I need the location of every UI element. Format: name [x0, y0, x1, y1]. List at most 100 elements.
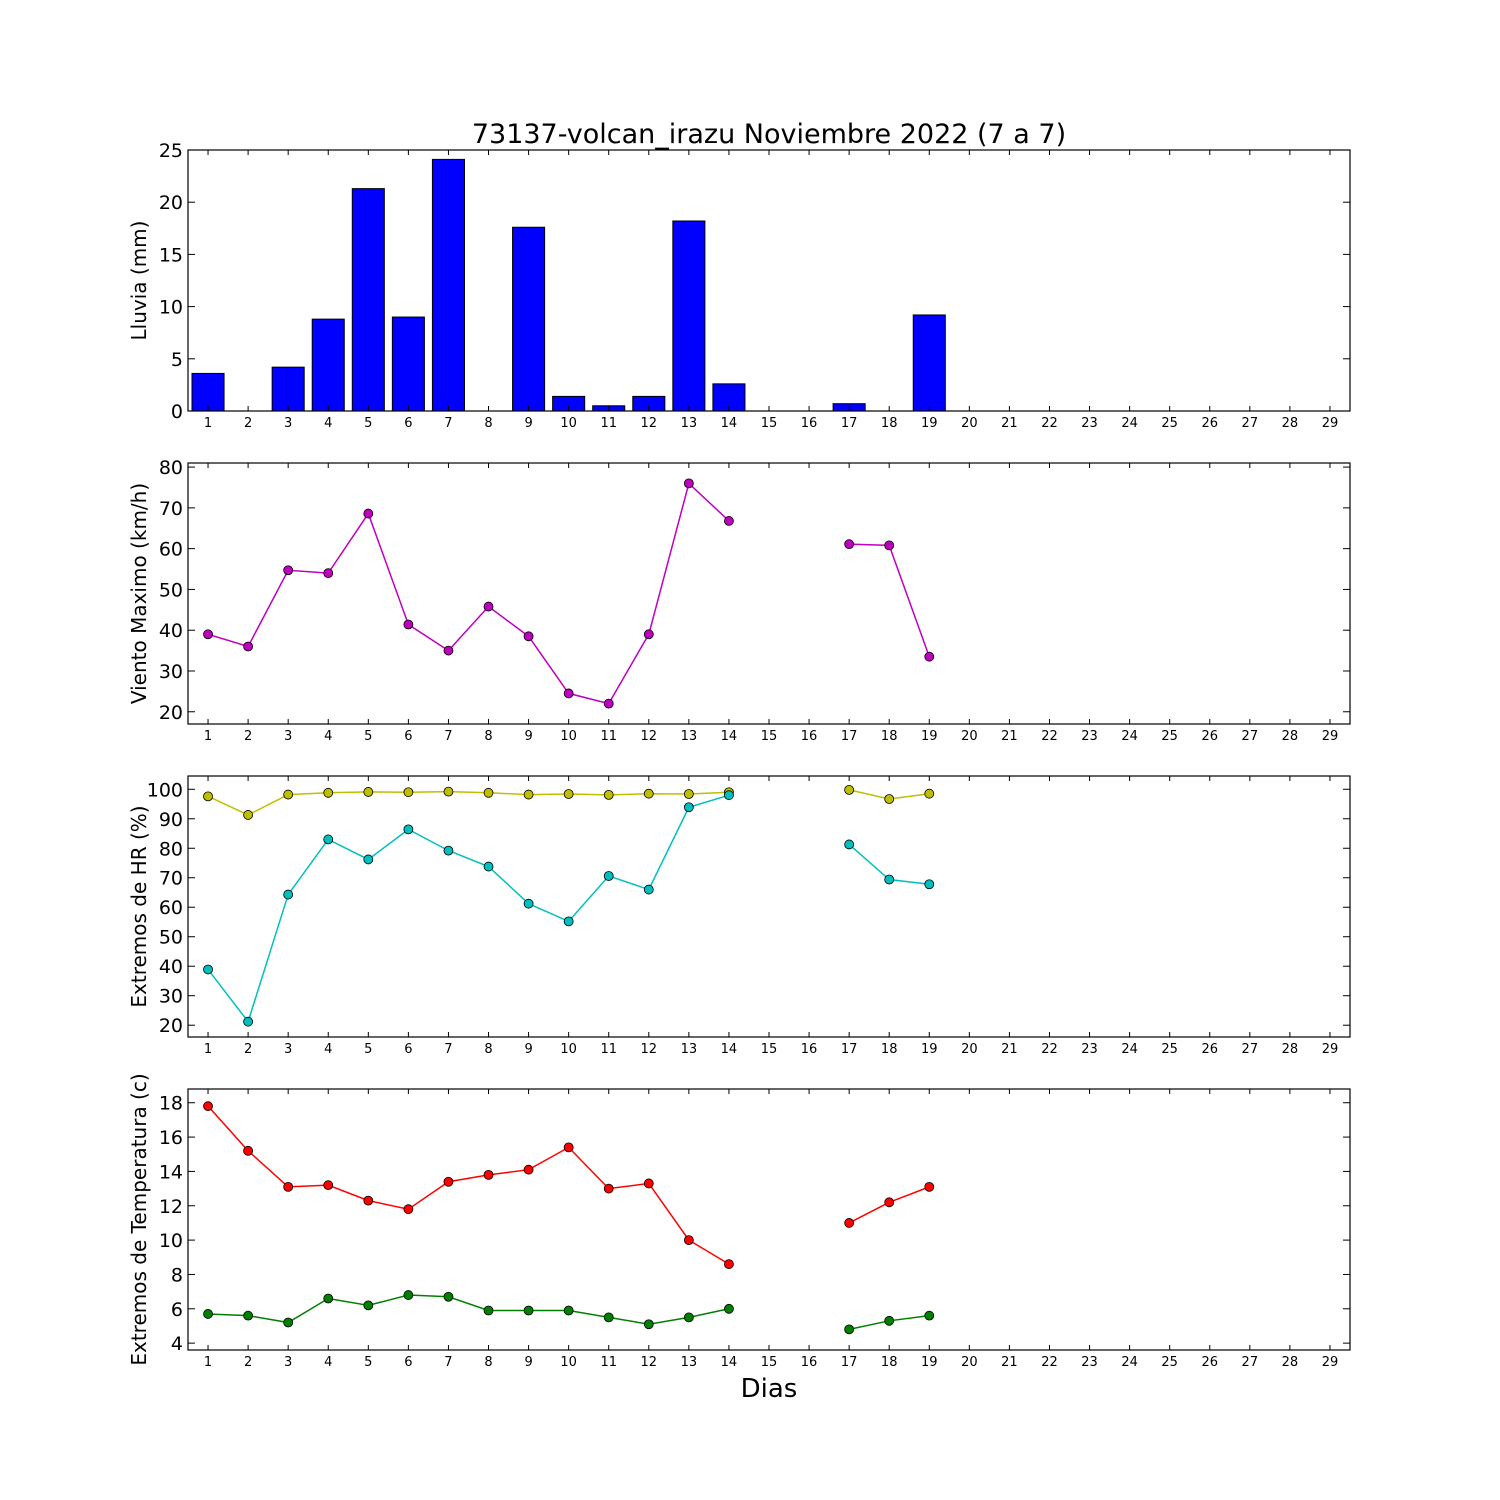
- series-0-point-day-6: [403, 619, 414, 630]
- x-tick-label: 16: [801, 1042, 818, 1057]
- y-tick-label: 10: [159, 1230, 183, 1252]
- x-tick-label: 9: [524, 729, 532, 744]
- series-1-point-day-3: [283, 1317, 294, 1328]
- x-tick-label: 21: [1001, 1355, 1018, 1370]
- y-tick-label: 30: [159, 986, 183, 1008]
- panel-rain: 1 2 3 4 5 6 7 8 9 10 11 12 13 14 15 16 17 18 19 20 21 22 23 24 2…: [127, 140, 1351, 431]
- x-tick-label: 11: [600, 1355, 617, 1370]
- series-0-line-0: [207, 790, 729, 816]
- x-tick-label: 5: [364, 416, 372, 431]
- series-0-point-day-12: [643, 1178, 654, 1189]
- x-tick-label: 7: [444, 729, 452, 744]
- y-tick-label: 80: [159, 838, 183, 860]
- series-1-point-day-5: [363, 1300, 374, 1311]
- series-1-point-day-5: [363, 854, 374, 865]
- series-0-point-day-7: [443, 645, 454, 656]
- x-tick-label: 5: [364, 1042, 372, 1057]
- x-tick-label: 8: [484, 729, 492, 744]
- series-1-point-day-9: [523, 1305, 534, 1316]
- series-1-point-day-1: [203, 964, 213, 975]
- y-tick-label: 70: [159, 868, 183, 890]
- x-tick-label: 16: [801, 416, 818, 431]
- x-tick-label: 1: [204, 416, 212, 431]
- x-tick-label: 9: [524, 416, 532, 431]
- x-tick-label: 24: [1121, 729, 1138, 744]
- y-tick-label: 6: [171, 1299, 183, 1321]
- x-tick-label: 20: [961, 416, 978, 431]
- bar-day-1: [191, 372, 225, 412]
- bar-day-5: [351, 188, 385, 412]
- x-tick-label: 12: [641, 416, 658, 431]
- x-tick-label: 24: [1121, 1355, 1138, 1370]
- series-0-point-day-9: [523, 789, 534, 800]
- x-tick-label: 10: [560, 1042, 577, 1057]
- x-tick-label: 19: [921, 416, 938, 431]
- series-0-point-day-10: [563, 688, 574, 699]
- x-tick-label: 18: [881, 729, 898, 744]
- y-axis-label: Extremos de Temperatura (c): [127, 1073, 151, 1365]
- x-tick-label: 2: [244, 1355, 252, 1370]
- x-tick-label: 25: [1161, 1042, 1178, 1057]
- x-tick-label: 4: [324, 1042, 332, 1057]
- series-0-point-day-6: [403, 787, 414, 798]
- x-tick-label: 5: [364, 729, 372, 744]
- y-tick-label: 90: [159, 809, 183, 831]
- x-tick-label: 3: [284, 1355, 292, 1370]
- x-tick-label: 18: [881, 1042, 898, 1057]
- x-tick-label: 28: [1282, 729, 1299, 744]
- panel-wind: 1 2 3 4 5 6 7 8 9 10 11 12 13 14 15 16 17 18 19 20 21 22 23 24 2…: [127, 457, 1351, 744]
- series-0-point-day-2: [243, 1145, 254, 1156]
- series-0-point-day-11: [603, 1183, 614, 1194]
- y-tick-label: 20: [159, 1015, 183, 1037]
- x-tick-label: 5: [364, 1355, 372, 1370]
- figure-title: 73137-volcan_irazu Noviembre 2022 (7 a 7…: [472, 119, 1066, 150]
- y-axis-label: Viento Maximo (km/h): [127, 483, 151, 704]
- series-1-point-day-2: [243, 1016, 254, 1027]
- x-tick-label: 23: [1081, 1355, 1098, 1370]
- x-tick-label: 25: [1161, 729, 1178, 744]
- series-0-point-day-4: [323, 568, 334, 579]
- series-0-point-day-2: [243, 641, 254, 652]
- x-tick-label: 2: [244, 416, 252, 431]
- x-tick-label: 6: [404, 416, 412, 431]
- x-tick-label: 13: [681, 416, 698, 431]
- series-0-line-1: [849, 543, 930, 657]
- x-tick-label: 15: [761, 1355, 778, 1370]
- x-tick-label: 9: [524, 1355, 532, 1370]
- x-tick-label: 22: [1041, 1355, 1058, 1370]
- x-tick-label: 26: [1201, 1042, 1218, 1057]
- y-tick-label: 50: [159, 579, 183, 601]
- x-tick-label: 3: [284, 1042, 292, 1057]
- x-tick-label: 20: [961, 729, 978, 744]
- series-1-point-day-12: [643, 1319, 654, 1330]
- x-tick-label: 24: [1121, 1042, 1138, 1057]
- x-tick-label: 26: [1201, 416, 1218, 431]
- x-tick-label: 27: [1242, 1355, 1259, 1370]
- x-tick-label: 17: [841, 1042, 858, 1057]
- x-tick-label: 19: [921, 1355, 938, 1370]
- series-0-point-day-11: [603, 698, 614, 709]
- x-tick-label: 10: [560, 1355, 577, 1370]
- x-tick-label: 13: [681, 729, 698, 744]
- series-0-point-day-7: [443, 786, 454, 797]
- series-0-line-0: [207, 1105, 730, 1265]
- series-1-line-0: [207, 794, 730, 1024]
- x-tick-label: 14: [721, 1042, 738, 1057]
- x-tick-label: 14: [721, 1355, 738, 1370]
- x-tick-label: 27: [1242, 416, 1259, 431]
- x-tick-label: 16: [801, 729, 818, 744]
- panel-temperature: 1 2 3 4 5 6 7 8 9 10 11 12 13 14 15 16 17 18 19 20 21 22 23 24 2…: [127, 1073, 1351, 1370]
- x-tick-label: 26: [1201, 729, 1218, 744]
- x-tick-label: 11: [600, 729, 617, 744]
- series-0-point-day-10: [563, 789, 574, 799]
- x-tick-label: 14: [721, 416, 738, 431]
- x-tick-label: 28: [1282, 1355, 1299, 1370]
- series-0-point-day-9: [523, 631, 534, 642]
- x-tick-label: 13: [681, 1355, 698, 1370]
- bar-day-19: [912, 314, 946, 412]
- x-tick-label: 15: [761, 416, 778, 431]
- series-1-point-day-14: [724, 790, 734, 801]
- series-0-point-day-14: [724, 1259, 734, 1270]
- x-tick-label: 23: [1081, 416, 1098, 431]
